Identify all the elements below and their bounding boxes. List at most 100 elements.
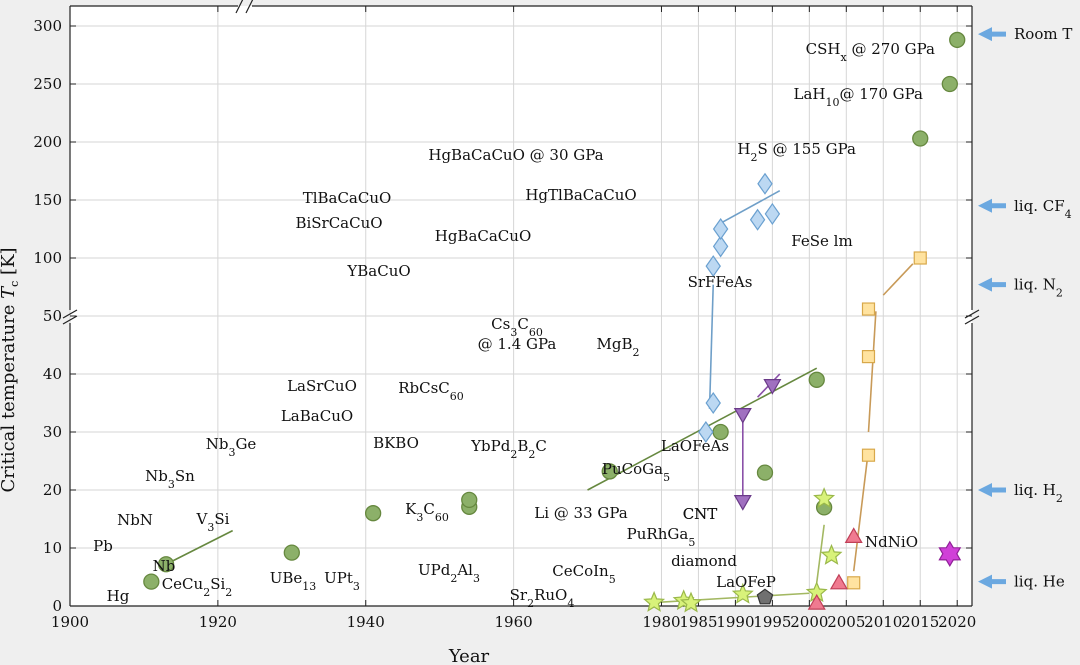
data-label: LaH10@ 170 GPa (793, 85, 923, 109)
y-tick-label: 100 (33, 249, 62, 267)
data-label: CeCoIn5 (552, 562, 615, 586)
reference-label: liq. CF4 (1014, 197, 1072, 221)
diamond-marker (712, 235, 729, 258)
trend-line (165, 529, 234, 565)
trend-line (720, 190, 781, 224)
circle-marker (756, 464, 774, 481)
circle-marker (601, 463, 618, 480)
data-label: NbN (117, 511, 153, 529)
square-marker (861, 350, 876, 364)
data-markers (143, 31, 966, 613)
triangle-up-marker (807, 593, 826, 610)
data-label: BKBO (373, 434, 419, 452)
data-label: HgTlBaCaCuO (525, 186, 636, 204)
x-tick-label: 2000 (790, 613, 828, 631)
axis-break-mark (964, 309, 980, 319)
axis-break-mark (235, 0, 244, 14)
star-marker (731, 582, 754, 604)
diamond-marker (705, 255, 721, 278)
data-label: UPt3 (324, 569, 360, 593)
data-label: Nb (153, 557, 176, 575)
circle-marker (143, 573, 160, 590)
diamond-marker (712, 217, 729, 241)
x-tick-label: 2020 (938, 613, 976, 631)
star-marker (813, 487, 836, 509)
data-label: MgB2 (597, 335, 640, 359)
data-label: BiSrCaCuO (295, 214, 382, 232)
data-label: TlBaCaCuO (303, 189, 392, 207)
y-tick-label: 40 (43, 365, 62, 383)
x-tick-label: 2010 (864, 613, 902, 631)
reference-markers: Room T liq. CF4 liq. N2 liq. H2 liq. He (978, 25, 1072, 591)
trend-line (882, 263, 914, 296)
arrow-icon (978, 27, 1006, 42)
diamond-marker (757, 172, 773, 195)
diamond-marker (764, 202, 781, 225)
circle-marker (461, 491, 478, 509)
diamond-marker (749, 208, 766, 231)
y-tick-label: 150 (33, 191, 62, 209)
data-label: Nb3Ge (206, 435, 257, 459)
x-tick-label: 1995 (753, 613, 791, 631)
data-label: V3Si (196, 510, 230, 534)
y-tick-label: 300 (33, 17, 62, 35)
data-label: RbCsC60 (398, 379, 464, 403)
data-label: LaOFeP (716, 573, 776, 591)
x-tick-label: 2015 (901, 613, 939, 631)
diamond-marker (705, 391, 721, 415)
data-label: H2S @ 155 GPa (737, 140, 856, 164)
data-label: CNT (683, 505, 718, 523)
triangle-up-marker (829, 573, 848, 590)
circle-marker (912, 130, 929, 147)
y-tick-label: 30 (43, 423, 62, 441)
y-axis-title: Critical temperature Tc [K] (0, 247, 21, 492)
reference-label: liq. N2 (1014, 276, 1063, 300)
data-label: HgBaCaCuO (435, 227, 532, 245)
x-tick-label: 1985 (679, 613, 717, 631)
y-tick-label: 250 (33, 75, 62, 93)
data-label: UPd2Al3 (418, 561, 480, 585)
arrow-icon (978, 198, 1006, 213)
data-label: Hg (107, 587, 130, 605)
circle-marker (949, 31, 966, 49)
pentagon-marker (756, 588, 774, 605)
x-tick-label: 1990 (716, 613, 754, 631)
tick-labels: 1900 1920 1940 1960 198019851990199520002005… (33, 17, 976, 631)
axis-break-mark (62, 309, 78, 319)
y-tick-label: 200 (33, 133, 62, 151)
data-label: @ 1.4 GPa (478, 335, 557, 353)
data-label: Pb (93, 537, 113, 555)
data-label: CeCu2Si2 (162, 575, 233, 599)
y-tick-label: 10 (43, 539, 62, 557)
arrow-icon (978, 277, 1006, 292)
square-marker (847, 576, 861, 590)
data-label: CNT (683, 505, 718, 523)
triangle-up-marker (844, 527, 863, 544)
square-marker (861, 448, 876, 462)
data-label: SrFFeAs (688, 273, 753, 291)
axis-break-mark (964, 315, 980, 325)
x-axis-title: Year (448, 646, 490, 665)
data-label: NdNiO (865, 533, 918, 551)
circle-marker (283, 544, 300, 561)
circle-marker (157, 556, 175, 573)
reference-label: liq. He (1014, 573, 1065, 591)
hexagram-marker (938, 540, 962, 567)
x-tick-label: 1980 (642, 613, 680, 631)
y-tick-label: 20 (43, 481, 62, 499)
star-marker (643, 590, 666, 612)
axis-break-mark (245, 0, 254, 14)
square-marker (913, 251, 927, 265)
y-tick-label: 0 (52, 597, 62, 615)
square-marker (861, 302, 876, 316)
x-tick-label: 1920 (199, 613, 237, 631)
grid (69, 6, 972, 607)
arrow-icon (978, 574, 1006, 589)
y-tick-label: 50 (43, 307, 62, 325)
diamond-marker (698, 420, 714, 444)
data-label: CSHx @ 270 GPa (806, 40, 935, 64)
data-label: LaOFeAs (661, 437, 729, 455)
trend-line (708, 284, 715, 409)
star-marker (820, 543, 843, 565)
